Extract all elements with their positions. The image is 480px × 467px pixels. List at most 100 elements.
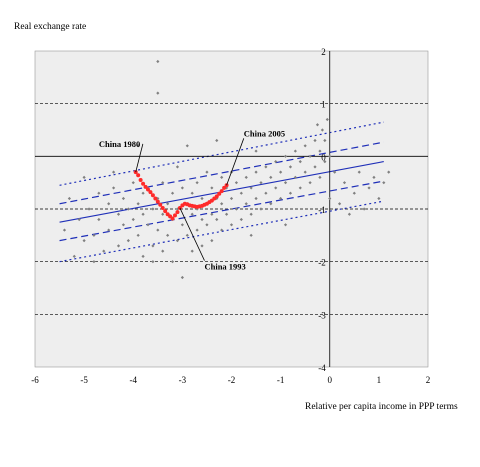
data-point — [283, 223, 288, 227]
data-point — [185, 144, 189, 148]
data-point — [161, 212, 165, 216]
data-point — [220, 228, 224, 232]
data-point — [342, 181, 347, 185]
data-point — [220, 202, 224, 206]
data-point — [97, 217, 101, 222]
data-point — [347, 212, 351, 216]
data-point — [107, 228, 111, 232]
data-point — [259, 181, 263, 185]
annotation-leader — [179, 207, 205, 261]
data-point — [249, 233, 253, 237]
china-point — [143, 184, 148, 189]
data-point — [315, 123, 320, 127]
data-point — [244, 175, 248, 179]
china-point — [219, 189, 224, 194]
y-tick-label: 2 — [321, 47, 326, 57]
data-point — [151, 207, 155, 211]
data-point — [151, 260, 155, 264]
data-point — [107, 202, 111, 206]
data-point — [136, 144, 140, 148]
data-point — [298, 160, 302, 164]
data-point — [308, 181, 312, 185]
data-point — [131, 181, 135, 185]
data-point — [112, 186, 116, 190]
data-point — [234, 207, 239, 211]
data-point — [156, 59, 160, 64]
data-point — [269, 175, 273, 179]
annotation-leader — [226, 138, 245, 186]
data-point — [382, 181, 386, 185]
x-tick-label: -6 — [31, 375, 39, 385]
data-point — [323, 160, 327, 164]
china-point — [170, 216, 175, 221]
data-point — [229, 223, 234, 227]
annotation-label: China 2005 — [244, 128, 285, 138]
data-point — [170, 260, 175, 264]
data-point — [308, 154, 312, 158]
china-point — [214, 194, 219, 199]
data-point — [166, 233, 170, 237]
china-point — [222, 185, 227, 190]
data-point — [244, 202, 248, 206]
data-point — [293, 175, 297, 179]
data-point — [102, 249, 106, 253]
data-point — [62, 228, 67, 232]
y-tick-label: -4 — [318, 363, 326, 373]
tick-labels: -6 -5 -4 -3 -2 -1 0 1 2 2 1 0 -1 -2 -3 -4 — [31, 47, 430, 385]
data-point — [288, 165, 293, 169]
china-point — [173, 213, 178, 218]
data-point — [195, 228, 199, 232]
y-tick-label: 1 — [321, 100, 326, 110]
data-point — [195, 181, 199, 185]
data-point — [254, 170, 258, 174]
data-point — [161, 181, 165, 185]
data-point — [82, 239, 86, 243]
data-point — [210, 186, 214, 190]
data-point — [67, 196, 71, 201]
x-axis-label: Relative per capita income in PPP terms — [305, 402, 458, 412]
data-point — [254, 149, 258, 153]
china-point — [217, 191, 222, 196]
data-point — [318, 175, 322, 179]
data-point — [175, 239, 180, 243]
data-point — [215, 138, 219, 143]
data-point — [303, 144, 307, 148]
data-point — [298, 186, 302, 190]
china-point — [155, 199, 160, 204]
data-point — [185, 233, 189, 237]
data-point — [180, 223, 184, 227]
scatter-series-china — [133, 170, 229, 221]
data-point — [180, 186, 184, 190]
x-tick-label: 1 — [377, 375, 382, 385]
data-point — [166, 202, 170, 206]
data-point — [156, 228, 160, 232]
annotation-leader — [135, 143, 144, 173]
data-point — [200, 244, 204, 248]
data-point — [151, 244, 155, 248]
data-point — [387, 170, 391, 174]
y-tick-label: -2 — [318, 258, 326, 268]
data-point — [180, 275, 184, 280]
data-point — [116, 244, 121, 248]
data-point — [328, 196, 332, 201]
data-point — [205, 170, 209, 174]
data-point — [293, 149, 297, 153]
china-point — [150, 193, 155, 198]
data-point — [136, 233, 140, 237]
grid-lines — [35, 103, 428, 315]
data-point — [303, 170, 307, 174]
data-point — [239, 217, 243, 222]
data-point — [87, 207, 91, 211]
data-point — [259, 207, 263, 211]
data-point — [141, 212, 145, 216]
data-point — [264, 191, 268, 195]
data-point — [229, 196, 234, 201]
x-tick-label: -4 — [130, 375, 138, 385]
data-point — [362, 207, 366, 211]
x-tick-label: -3 — [179, 375, 187, 385]
data-point — [323, 138, 327, 143]
data-point — [325, 117, 329, 122]
data-point — [136, 202, 140, 206]
data-point — [234, 181, 239, 185]
